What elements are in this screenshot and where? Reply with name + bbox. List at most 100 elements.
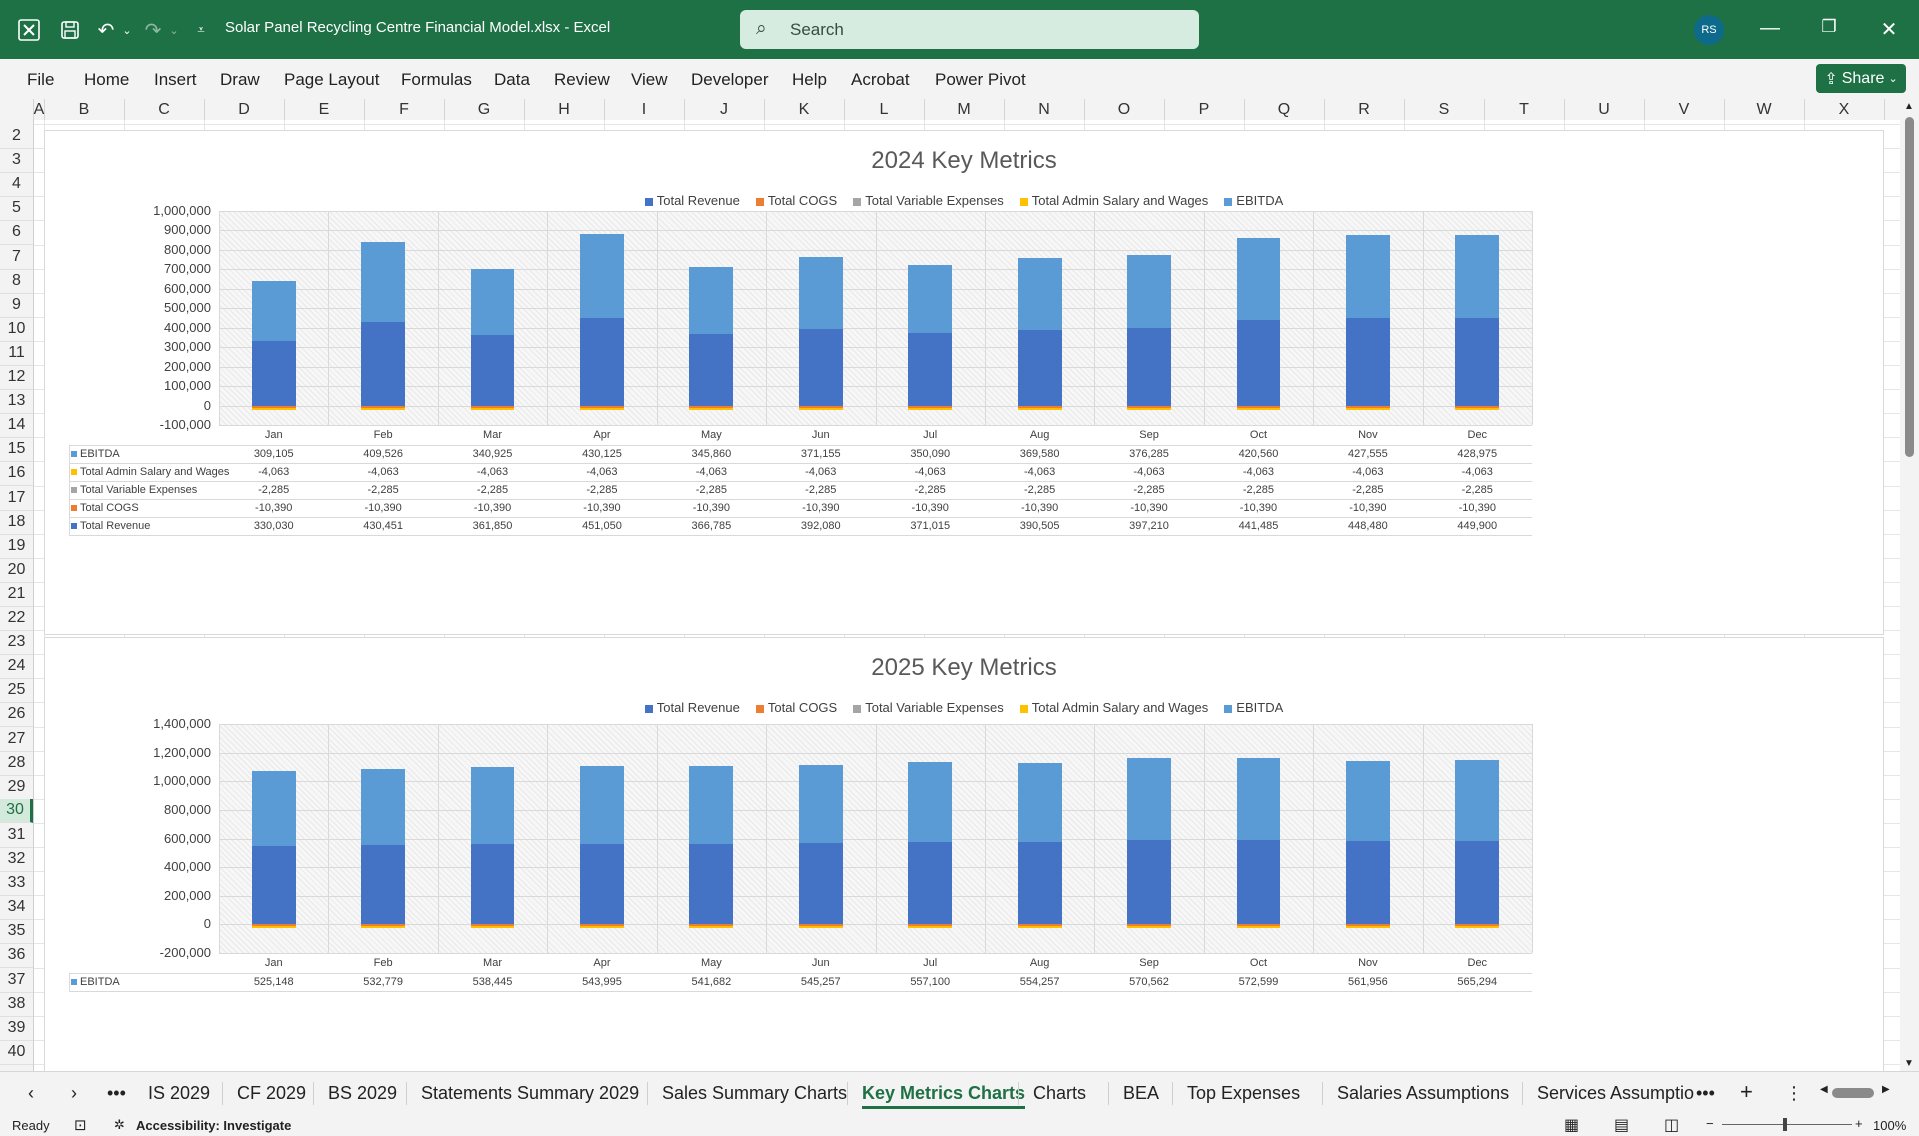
tab-developer[interactable]: Developer <box>691 70 769 89</box>
column-header[interactable]: W <box>1724 99 1805 120</box>
bar-segment-total-revenue[interactable] <box>908 333 953 406</box>
column-header[interactable]: V <box>1644 99 1725 120</box>
undo-dropdown-icon[interactable]: ⌄ <box>122 24 132 37</box>
vertical-scrollbar[interactable]: ▲ ▼ <box>1900 99 1919 1071</box>
bar-segment-ebitda[interactable] <box>580 234 624 318</box>
bar-segment-total-admin-salary-and-wages[interactable] <box>361 926 405 929</box>
row-header[interactable]: 38 <box>0 992 33 1017</box>
row-header[interactable]: 4 <box>0 172 33 198</box>
bar-segment-total-revenue[interactable] <box>1455 318 1500 406</box>
more-tabs-right-icon[interactable]: ••• <box>1696 1083 1715 1103</box>
row-header[interactable]: 10 <box>0 317 33 342</box>
row-header[interactable]: 18 <box>0 510 33 535</box>
macro-record-icon[interactable]: ⊡ <box>74 1117 87 1134</box>
bar-segment-ebitda[interactable] <box>1345 235 1390 319</box>
scroll-up-icon[interactable]: ▲ <box>1904 101 1914 112</box>
row-header[interactable]: 22 <box>0 606 33 632</box>
column-header[interactable]: A <box>34 99 45 120</box>
bar-segment-total-revenue[interactable] <box>689 843 734 925</box>
bar-segment-ebitda[interactable] <box>580 765 624 844</box>
bar-segment-total-admin-salary-and-wages[interactable] <box>1017 926 1062 929</box>
column-header[interactable]: O <box>1084 99 1165 120</box>
bar-segment-total-revenue[interactable] <box>361 321 405 406</box>
worksheet[interactable]: 2024 Key Metrics Total Revenue Total COGS… <box>34 120 1900 1071</box>
bar-segment-total-cogs[interactable] <box>1017 405 1062 408</box>
bar-segment-total-revenue[interactable] <box>251 846 296 925</box>
row-header[interactable]: 8 <box>0 269 33 294</box>
tab-help[interactable]: Help <box>792 70 827 89</box>
bar-segment-total-admin-salary-and-wages[interactable] <box>1345 408 1390 410</box>
row-header[interactable]: 32 <box>0 847 33 873</box>
accessibility-icon[interactable]: ✲ <box>114 1117 125 1132</box>
bar-segment-total-cogs[interactable] <box>580 924 624 927</box>
column-header[interactable]: Q <box>1244 99 1325 120</box>
sheet-tab[interactable]: Services Assumptio <box>1537 1083 1695 1103</box>
row-header[interactable]: 39 <box>0 1016 33 1041</box>
bar-segment-total-cogs[interactable] <box>361 924 405 927</box>
bar-segment-ebitda[interactable] <box>470 767 515 845</box>
horizontal-scrollbar[interactable]: ◀ ▶ <box>1820 1084 1910 1099</box>
bar-segment-total-cogs[interactable] <box>1127 924 1171 927</box>
bar-segment-ebitda[interactable] <box>1127 758 1171 840</box>
restore-icon[interactable]: ❐ <box>1821 17 1837 36</box>
row-header[interactable]: 21 <box>0 582 33 607</box>
bar-segment-total-cogs[interactable] <box>908 405 953 408</box>
row-header[interactable]: 5 <box>0 196 33 222</box>
bar-segment-total-admin-salary-and-wages[interactable] <box>798 408 843 410</box>
bar-segment-total-admin-salary-and-wages[interactable] <box>1345 926 1390 929</box>
bar-segment-total-admin-salary-and-wages[interactable] <box>1236 408 1281 410</box>
row-header[interactable]: 36 <box>0 943 33 969</box>
bar-segment-total-admin-salary-and-wages[interactable] <box>908 408 953 410</box>
column-header[interactable]: X <box>1804 99 1885 120</box>
column-header[interactable]: G <box>444 99 525 120</box>
sheet-tab[interactable]: Sales Summary Charts <box>662 1083 848 1103</box>
normal-view-icon[interactable]: ▦ <box>1564 1117 1580 1134</box>
scroll-down-icon[interactable]: ▼ <box>1904 1058 1914 1069</box>
bar-segment-total-admin-salary-and-wages[interactable] <box>251 926 296 929</box>
bar-segment-ebitda[interactable] <box>1345 760 1390 842</box>
more-tabs-icon[interactable]: ••• <box>107 1083 126 1103</box>
row-header[interactable]: 16 <box>0 461 33 487</box>
bar-segment-total-revenue[interactable] <box>798 329 843 406</box>
bar-segment-total-revenue[interactable] <box>361 845 405 925</box>
redo-icon[interactable]: ↷ <box>144 19 162 42</box>
row-header[interactable]: 28 <box>0 751 33 776</box>
sheet-tab[interactable]: Statements Summary 2029 <box>421 1083 640 1103</box>
sheet-tab[interactable]: Salaries Assumptions <box>1337 1083 1510 1103</box>
add-sheet-icon[interactable]: + <box>1740 1079 1753 1104</box>
undo-icon[interactable]: ↶ <box>97 19 115 42</box>
bar-segment-ebitda[interactable] <box>1455 234 1500 319</box>
tab-formulas[interactable]: Formulas <box>401 70 472 89</box>
bar-segment-total-revenue[interactable] <box>1017 842 1062 925</box>
row-header[interactable]: 23 <box>0 630 33 656</box>
page-break-view-icon[interactable]: ◫ <box>1664 1117 1680 1134</box>
row-header[interactable]: 7 <box>0 245 33 270</box>
bar-segment-ebitda[interactable] <box>1455 759 1500 841</box>
bar-segment-total-admin-salary-and-wages[interactable] <box>1236 926 1281 929</box>
chart-2024-key-metrics[interactable]: 2024 Key Metrics Total Revenue Total COGS… <box>44 130 1884 635</box>
bar-segment-ebitda[interactable] <box>908 761 953 842</box>
sheet-tab[interactable]: IS 2029 <box>148 1083 211 1103</box>
column-header[interactable]: T <box>1484 99 1565 120</box>
bar-segment-total-cogs[interactable] <box>580 405 624 408</box>
row-header[interactable]: 34 <box>0 895 33 921</box>
bar-segment-total-admin-salary-and-wages[interactable] <box>580 926 624 929</box>
bar-segment-total-cogs[interactable] <box>361 405 405 408</box>
column-header[interactable]: F <box>364 99 445 120</box>
bar-segment-total-revenue[interactable] <box>580 843 624 925</box>
row-header[interactable]: 20 <box>0 558 33 583</box>
row-header[interactable]: 33 <box>0 871 33 897</box>
bar-segment-total-cogs[interactable] <box>1455 924 1500 927</box>
bar-segment-total-revenue[interactable] <box>1127 328 1171 406</box>
bar-segment-total-revenue[interactable] <box>1127 839 1171 925</box>
bar-segment-total-admin-salary-and-wages[interactable] <box>1127 926 1171 929</box>
column-header[interactable]: H <box>524 99 605 120</box>
tab-view[interactable]: View <box>631 70 668 89</box>
bar-segment-total-revenue[interactable] <box>470 335 515 406</box>
bar-segment-total-cogs[interactable] <box>908 924 953 927</box>
bar-segment-total-revenue[interactable] <box>689 334 734 406</box>
column-header[interactable]: D <box>204 99 285 120</box>
row-header[interactable]: 17 <box>0 486 33 511</box>
row-header[interactable]: 6 <box>0 220 33 246</box>
row-header[interactable]: 30 <box>0 798 33 823</box>
